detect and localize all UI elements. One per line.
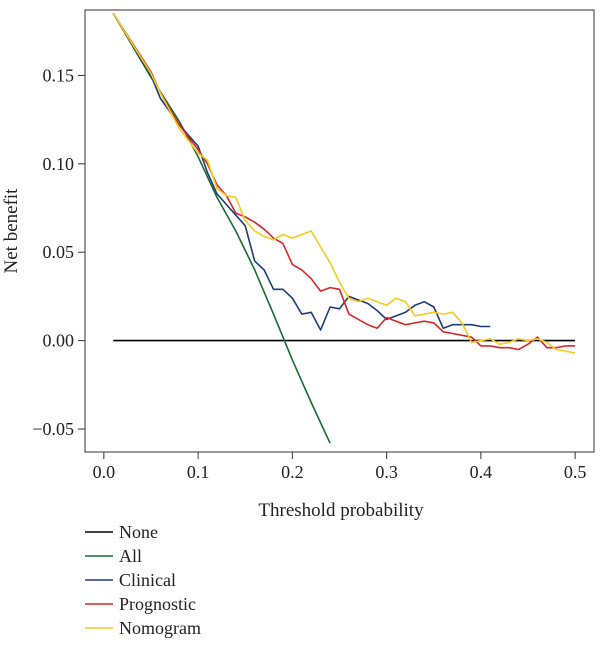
series-line-clinical (112, 13, 491, 331)
y-tick-label: 0.15 (43, 65, 75, 85)
series-lines (112, 13, 576, 444)
y-tick-label: 0.00 (43, 331, 75, 351)
y-tick-label: −0.05 (32, 419, 74, 439)
y-tick-label: 0.05 (43, 242, 75, 262)
x-tick-label: 0.0 (93, 462, 116, 482)
plot-frame (84, 9, 595, 453)
y-axis: −0.05 0.00 0.05 0.10 0.15 (32, 65, 85, 439)
series-line-all (112, 13, 331, 444)
legend-label-none: None (119, 522, 158, 542)
y-axis-title: Net benefit (1, 188, 22, 274)
x-tick-label: 0.1 (187, 462, 210, 482)
y-tick-label: 0.10 (43, 154, 75, 174)
x-tick-label: 0.3 (375, 462, 398, 482)
legend-label-prognostic: Prognostic (119, 594, 196, 614)
series-line-nomogram (112, 13, 576, 354)
x-tick-label: 0.2 (281, 462, 304, 482)
x-axis-title: Threshold probability (258, 500, 424, 521)
legend-label-nomogram: Nomogram (119, 618, 201, 638)
legend: None All Clinical Prognostic Nomogram (85, 522, 201, 638)
legend-label-clinical: Clinical (119, 570, 176, 590)
x-tick-label: 0.5 (564, 462, 587, 482)
legend-label-all: All (119, 546, 142, 566)
x-tick-label: 0.4 (470, 462, 493, 482)
x-axis: 0.0 0.1 0.2 0.3 0.4 0.5 (93, 452, 587, 482)
series-line-prognostic (112, 13, 576, 351)
